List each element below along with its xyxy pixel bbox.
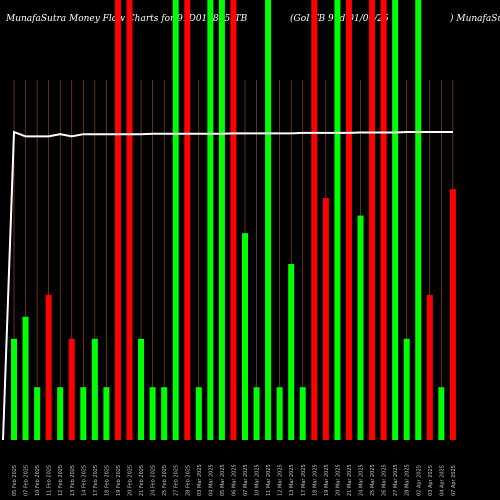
x-tick-label: 11 Feb 2025 — [47, 465, 53, 496]
bar — [34, 387, 41, 440]
x-tick-label: 12 Mar 2025 — [278, 464, 284, 496]
bar — [311, 0, 318, 440]
bar — [103, 387, 110, 440]
x-tick-label: 13 Feb 2025 — [70, 465, 76, 496]
bar — [357, 215, 364, 440]
bar — [288, 264, 295, 440]
bar — [322, 198, 329, 440]
x-tick-label: 27 Mar 2025 — [393, 464, 399, 496]
bar — [334, 0, 341, 440]
x-tick-label: 02 Apr 2025 — [416, 465, 422, 496]
x-tick-label: 11 Mar 2025 — [266, 464, 272, 496]
bar — [276, 387, 283, 440]
x-tick-label: 03 Apr 2025 — [428, 465, 434, 496]
x-tick-label: 21 Mar 2025 — [347, 464, 353, 496]
bar-series — [11, 0, 456, 440]
x-tick-label: 24 Mar 2025 — [359, 464, 365, 496]
bar — [22, 316, 29, 440]
x-tick-label: 14 Feb 2025 — [81, 465, 87, 496]
bar — [91, 338, 98, 440]
x-tick-label: 28 Mar 2025 — [405, 464, 411, 496]
x-tick-label: 25 Mar 2025 — [370, 464, 376, 496]
title-right: ) MunafaSutra.com — [450, 14, 500, 24]
bar — [149, 387, 156, 440]
x-tick-label: 13 Mar 2025 — [289, 464, 295, 496]
bar — [195, 387, 202, 440]
x-tick-label: 07 Mar 2025 — [243, 464, 249, 496]
bar — [426, 294, 433, 440]
bar — [57, 387, 64, 440]
x-tick-label: 28 Feb 2025 — [185, 465, 191, 496]
x-tick-label: 20 Feb 2025 — [128, 465, 134, 496]
x-tick-label: 24 Feb 2025 — [151, 465, 157, 496]
x-tick-label: 19 Mar 2025 — [324, 464, 330, 496]
bar — [114, 0, 121, 440]
x-tick-label: 10 Feb 2025 — [35, 465, 41, 496]
x-tick-label: 05 Feb 2025 — [12, 465, 18, 496]
bar — [265, 0, 272, 440]
x-tick-labels: 05 Feb 2025 07 Feb 2025 10 Feb 2025 11 Feb … — [12, 464, 457, 496]
bar — [126, 0, 133, 440]
x-tick-label: 18 Mar 2025 — [312, 464, 318, 496]
x-tick-label: 12 Feb 2025 — [58, 465, 64, 496]
bar — [449, 189, 456, 440]
x-tick-label: 03 Mar 2025 — [197, 464, 203, 496]
x-tick-label: 07 Feb 2025 — [24, 465, 30, 496]
x-tick-label: 04 Apr 2025 — [439, 465, 445, 496]
bar — [242, 233, 248, 440]
bar — [438, 387, 445, 440]
money-flow-line — [2, 130, 453, 441]
bar — [392, 0, 399, 440]
x-tick-label: 10 Mar 2025 — [255, 464, 261, 496]
x-tick-label: 26 Mar 2025 — [382, 464, 388, 496]
x-tick-label: 18 Feb 2025 — [104, 465, 110, 496]
x-tick-label: 19 Feb 2025 — [116, 465, 122, 496]
bar — [230, 0, 237, 440]
bar — [380, 0, 387, 440]
bar — [299, 387, 306, 440]
bar — [80, 387, 87, 440]
bar — [218, 0, 225, 440]
x-tick-label: 27 Feb 2025 — [174, 465, 180, 496]
bar — [184, 0, 191, 440]
bar — [345, 0, 352, 440]
bar — [172, 0, 179, 440]
x-tick-label: 17 Feb 2025 — [93, 465, 99, 496]
x-tick-label: 21 Feb 2025 — [139, 465, 145, 496]
x-tick-label: 17 Mar 2025 — [301, 464, 307, 496]
x-tick-label: 04 Mar 2025 — [208, 464, 214, 496]
bar — [161, 387, 168, 440]
bar — [415, 0, 422, 440]
bar — [11, 338, 17, 440]
x-tick-label: 20 Mar 2025 — [335, 464, 341, 496]
bar — [45, 294, 52, 440]
x-tick-label: 07 Apr 2025 — [451, 465, 457, 496]
x-tick-label: 06 Mar 2025 — [231, 464, 237, 496]
bar — [68, 338, 75, 440]
bar — [138, 338, 145, 440]
x-tick-label: 25 Feb 2025 — [162, 465, 168, 496]
bar — [369, 0, 376, 440]
bar — [403, 338, 410, 440]
bar — [253, 387, 260, 440]
x-tick-label: 05 Mar 2025 — [220, 464, 226, 496]
bar — [207, 0, 214, 440]
